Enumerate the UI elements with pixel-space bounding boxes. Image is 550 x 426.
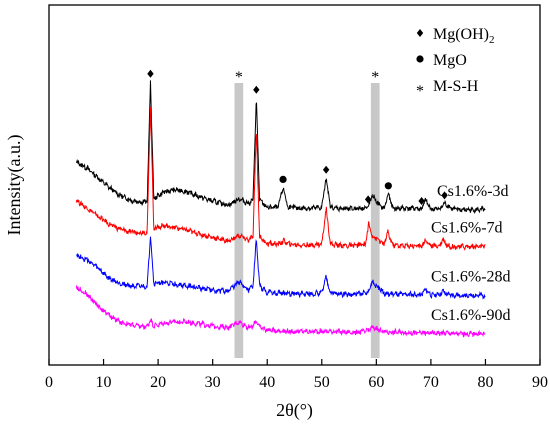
diamond-marker-1: [147, 69, 154, 78]
circle-marker-6: [384, 182, 392, 190]
y-axis-title: Intensity(a.u.): [4, 135, 25, 236]
diamond-marker-2: [253, 85, 260, 94]
series-line-3: [76, 236, 486, 300]
x-tick-label-30: 30: [205, 374, 221, 391]
asterisk-marker-10: *: [371, 69, 379, 86]
highlight-band-2: [370, 83, 380, 358]
plot-frame: [48, 4, 541, 366]
x-tick-label-80: 80: [477, 374, 493, 391]
x-tick-label-20: 20: [150, 374, 166, 391]
x-tick-label-40: 40: [259, 374, 275, 391]
asterisk-marker-9: *: [235, 69, 243, 86]
legend-label-3: M-S-H: [433, 78, 479, 95]
legend-diamond-symbol: [416, 29, 424, 37]
x-tick-label-70: 70: [423, 374, 439, 391]
series-labels: Cs1.6%-3d Cs1.6%-7d Cs1.6%-28d Cs1.6%-90d: [431, 183, 511, 324]
x-axis-ticks: 0 10 20 30 40 50 60 70 80 90: [45, 359, 548, 391]
x-tick-label-50: 50: [314, 374, 330, 391]
x-tick-label-0: 0: [45, 374, 53, 391]
circle-marker-3: [279, 175, 287, 183]
series-label-4: Cs1.6%-90d: [431, 307, 511, 324]
legend-asterisk-symbol: *: [416, 83, 424, 100]
x-axis-title: 2θ(°): [276, 400, 313, 421]
highlight-bands: [234, 83, 380, 358]
series-line-1: [75, 80, 486, 215]
series-group: [75, 80, 486, 338]
diamond-marker-7: [418, 197, 425, 205]
legend-label-1: Mg(OH)2: [433, 26, 495, 46]
legend-circle-symbol: [416, 55, 424, 63]
peak-markers: * *: [147, 69, 448, 205]
diamond-marker-5: [364, 195, 372, 204]
x-tick-label-90: 90: [532, 374, 548, 391]
series-label-3: Cs1.6%-28d: [431, 268, 511, 285]
legend: Mg(OH)2 MgO * M-S-H: [416, 26, 495, 100]
diamond-marker-4: [322, 165, 330, 174]
legend-label-2: MgO: [433, 52, 467, 69]
diamond-marker-8: [441, 191, 448, 200]
series-label-1: Cs1.6%-3d: [437, 183, 509, 200]
series-label-2: Cs1.6%-7d: [431, 220, 503, 237]
x-tick-label-60: 60: [368, 374, 384, 391]
series-line-4: [75, 285, 486, 338]
x-tick-label-10: 10: [96, 374, 112, 391]
highlight-band-1: [234, 83, 244, 358]
series-line-2: [75, 107, 486, 251]
